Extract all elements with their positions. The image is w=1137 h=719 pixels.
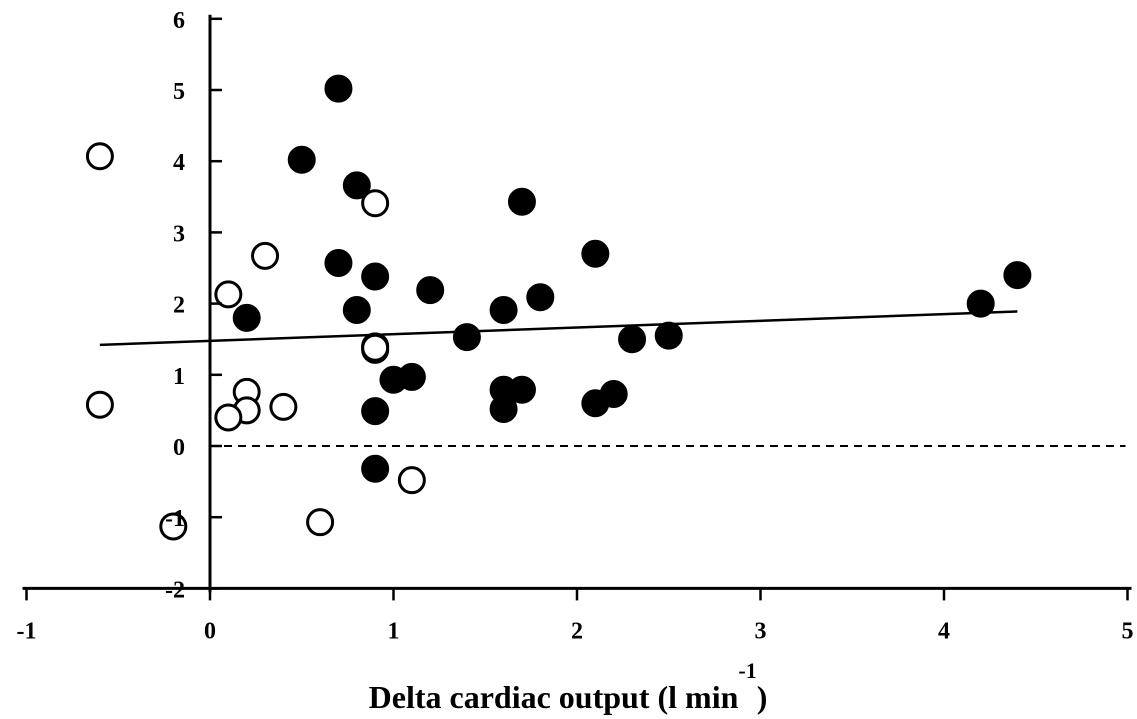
filled-point bbox=[507, 187, 536, 216]
filled-point bbox=[361, 397, 390, 426]
x-tick-label: 4 bbox=[938, 618, 950, 644]
x-tick-label: 3 bbox=[755, 618, 767, 644]
x-axis-title-main: Delta cardiac output (l min bbox=[369, 679, 739, 715]
y-tick-label: 0 bbox=[173, 435, 185, 461]
x-tick-label: 0 bbox=[204, 618, 216, 644]
open-point bbox=[306, 508, 335, 537]
filled-point bbox=[581, 389, 610, 418]
x-axis-title: Delta cardiac output (l min-1) bbox=[369, 658, 768, 715]
filled-point bbox=[452, 323, 481, 352]
y-tick-label: -2 bbox=[165, 577, 185, 603]
filled-point bbox=[489, 296, 518, 325]
open-point bbox=[269, 392, 298, 421]
x-tick-label: 5 bbox=[1122, 618, 1134, 644]
y-tick-label: 2 bbox=[173, 293, 185, 319]
y-tick-label: 4 bbox=[173, 150, 185, 176]
filled-point bbox=[361, 262, 390, 291]
filled-point bbox=[1003, 261, 1032, 290]
open-point bbox=[361, 333, 390, 362]
filled-point bbox=[966, 289, 995, 318]
x-tick-label: -1 bbox=[17, 618, 37, 644]
filled-point bbox=[287, 145, 316, 174]
y-tick-label: 3 bbox=[173, 221, 185, 247]
filled-point bbox=[342, 296, 371, 325]
x-tick-label: 1 bbox=[388, 618, 400, 644]
filled-point bbox=[507, 375, 536, 404]
data-points bbox=[85, 74, 1032, 541]
open-point bbox=[397, 466, 426, 495]
open-point bbox=[85, 390, 114, 419]
y-tick-label: 5 bbox=[173, 79, 185, 105]
filled-point bbox=[232, 303, 261, 332]
y-tick-label: 6 bbox=[173, 8, 185, 34]
filled-point bbox=[361, 454, 390, 483]
filled-point bbox=[526, 283, 555, 312]
filled-point bbox=[618, 325, 647, 354]
y-tick-label: -1 bbox=[165, 506, 185, 532]
open-point bbox=[159, 512, 188, 541]
filled-point bbox=[416, 276, 445, 305]
trend-line bbox=[99, 310, 1018, 347]
filled-point bbox=[489, 394, 518, 423]
open-point bbox=[85, 142, 114, 171]
open-point bbox=[214, 280, 243, 309]
x-tick-label: 2 bbox=[571, 618, 583, 644]
open-point bbox=[361, 189, 390, 218]
ticks: -1 0 1 2 3 4 5 -2 -1 0 1 2 3 4 5 6 bbox=[17, 8, 1134, 645]
y-tick-label: 1 bbox=[173, 364, 185, 390]
open-point bbox=[214, 403, 243, 432]
filled-point bbox=[324, 74, 353, 103]
x-axis-title-close: ) bbox=[757, 679, 768, 715]
axes bbox=[22, 14, 1132, 593]
open-point bbox=[251, 241, 280, 270]
x-axis-title-superscript: -1 bbox=[738, 658, 756, 683]
filled-point bbox=[324, 249, 353, 278]
filled-point bbox=[397, 362, 426, 391]
filled-point bbox=[342, 171, 371, 200]
filled-point bbox=[654, 321, 683, 350]
filled-point bbox=[581, 239, 610, 268]
